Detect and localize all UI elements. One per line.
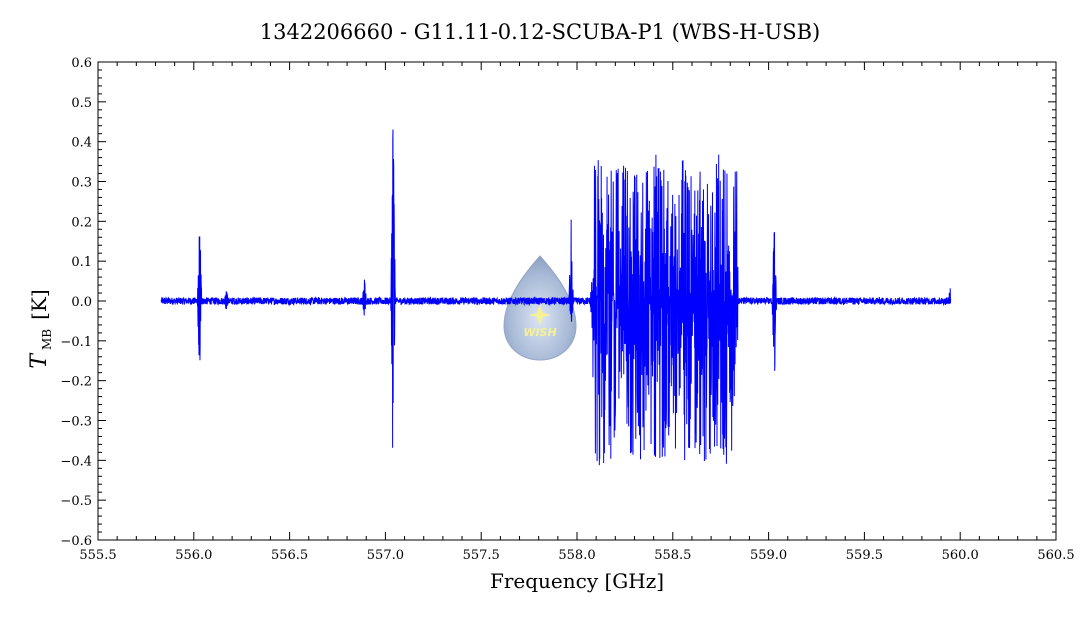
axis-ticks [97,61,1057,541]
y-tick-label: 0.5 [71,96,92,111]
star-icon [529,305,551,325]
logo-text: WISH [523,326,556,339]
x-tick-label: 559.5 [846,548,883,563]
spectrum-line [160,129,952,466]
y-tick-label: 0.1 [71,255,92,270]
wish-logo: WISH [503,255,577,361]
x-tick-label: 559.0 [750,548,787,563]
x-tick-label: 556.5 [271,548,308,563]
y-tick-label: 0.2 [71,215,92,230]
x-tick-label: 556.0 [175,548,212,563]
x-axis-label: Frequency [GHz] [490,569,664,593]
y-tick-label: −0.6 [60,534,92,549]
y-tick-label: −0.5 [60,494,92,509]
x-tick-label: 557.0 [367,548,404,563]
y-tick-label: −0.2 [60,375,92,390]
y-tick-label: 0.3 [71,176,92,191]
y-tick-label: −0.1 [60,335,92,350]
y-tick-labels: 0.6 0.5 0.4 0.3 0.2 0.1 0.0 −0.1 −0.2 −0.3 −0.4 −0.… [60,56,92,549]
y-tick-label: 0.6 [71,56,92,71]
spectrum-series [160,129,952,466]
x-tick-label: 558.0 [558,548,595,563]
y-tick-label: 0.4 [71,136,92,151]
y-tick-label: −0.3 [60,415,92,430]
x-tick-label: 557.5 [463,548,500,563]
svg-text:T MB [K]: T MB [K] [27,289,55,368]
y-tick-label: −0.4 [60,454,92,469]
y-axis-label-unit: [K] [27,289,51,320]
y-axis-label: T MB [K] [27,289,55,368]
y-axis-label-subscript: MB [40,329,54,350]
x-tick-label: 558.5 [654,548,691,563]
x-tick-label: 560.5 [1037,548,1074,563]
x-tick-labels: 555.5 556.0 556.5 557.0 557.5 558.0 558.5 559.0… [79,548,1074,563]
chart-title: 1342206660 - G11.11-0.12-SCUBA-P1 (WBS-H… [260,20,821,44]
x-tick-label: 560.0 [942,548,979,563]
y-axis-label-symbol: T [27,352,52,369]
y-tick-label: 0.0 [71,295,92,310]
x-tick-label: 555.5 [79,548,116,563]
